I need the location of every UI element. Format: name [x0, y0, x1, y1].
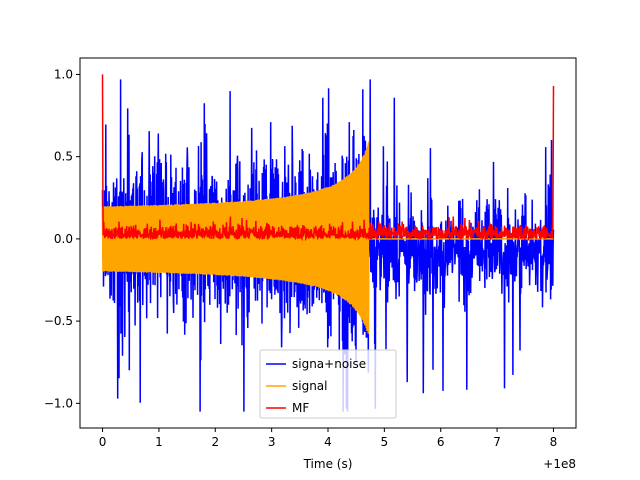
y-tick-label: 1.0: [54, 67, 73, 81]
legend-frame: [259, 349, 397, 419]
legend-label-signal: signal: [292, 379, 328, 393]
y-tick-label: 0.5: [54, 150, 73, 164]
x-axis-label: Time (s): [303, 457, 353, 471]
x-axis: 0 1 2 3 4 5 6 7 8: [99, 428, 558, 449]
y-tick-label: −0.5: [44, 314, 73, 328]
x-offset-label: +1e8: [543, 457, 576, 471]
series-line-mf: [101, 74, 555, 242]
series-line-signal: [101, 141, 554, 334]
legend-label-mf: MF: [292, 401, 309, 415]
y-axis: −1.0 −0.5 0.0 0.5 1.0: [44, 67, 80, 410]
y-tick-label: −1.0: [44, 396, 73, 410]
x-tick-label: 5: [381, 435, 389, 449]
x-tick-label: 7: [493, 435, 501, 449]
x-tick-label: 4: [324, 435, 332, 449]
legend: signa+noise signal MF: [259, 349, 397, 419]
y-tick-label: 0.0: [54, 232, 73, 246]
x-tick-label: 6: [437, 435, 445, 449]
x-tick-label: 1: [155, 435, 163, 449]
x-tick-label: 8: [550, 435, 558, 449]
x-tick-label: 2: [211, 435, 219, 449]
legend-label-signa-noise: signa+noise: [292, 357, 366, 371]
x-tick-label: 0: [99, 435, 107, 449]
plot-area: [101, 74, 555, 412]
x-tick-label: 3: [268, 435, 276, 449]
